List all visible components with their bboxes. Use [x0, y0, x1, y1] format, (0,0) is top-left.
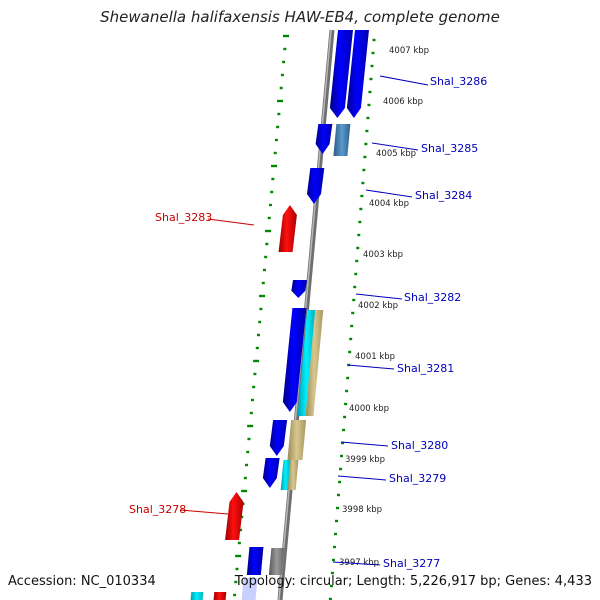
gene-label[interactable]: Shal_3284	[415, 189, 472, 202]
kbp-label: 4002 kbp	[358, 301, 398, 311]
gene-label[interactable]: Shal_3285	[421, 142, 478, 155]
gene-arrow-shal-3279	[262, 458, 280, 488]
gene-label[interactable]: Shal_3281	[397, 362, 454, 375]
gene-leader-line	[337, 475, 387, 481]
accession-text: Accession: NC_010334	[8, 574, 156, 589]
kbp-label: 4000 kbp	[349, 404, 389, 414]
gene-arrow-shal-3285	[315, 124, 333, 154]
gene-label[interactable]: Shal_3283	[155, 211, 212, 224]
map-title: Shewanella halifaxensis HAW-EB4, complet…	[100, 8, 500, 26]
gene-leader-line	[371, 142, 419, 151]
kbp-label: 4006 kbp	[383, 97, 423, 107]
gene-label[interactable]: Shal_3279	[389, 472, 446, 485]
kbp-label: 4004 kbp	[369, 199, 409, 209]
gene-leader-line	[379, 75, 429, 86]
feature-light-bottom	[241, 578, 258, 600]
gene-arrow-shal-3278	[225, 492, 244, 540]
feature-cyan-3279	[280, 460, 291, 490]
gene-leader-line	[347, 364, 395, 370]
kbp-label: 3999 kbp	[345, 455, 385, 465]
gene-leader-line	[365, 189, 413, 198]
gene-arrow-shal-3281	[282, 308, 307, 412]
gene-features	[190, 30, 369, 600]
feature-red-bottom	[213, 592, 227, 600]
gene-arrow-shal-3284	[306, 168, 325, 204]
gene-arrow-shal-3286	[329, 30, 353, 118]
topology-text: Topology: circular; Length: 5,226,917 bp…	[234, 574, 592, 589]
feature-cyan-3281	[297, 310, 316, 416]
gene-leader-line	[340, 441, 389, 447]
gene-arrow-shal-3280	[269, 420, 288, 456]
kbp-scale-labels: 4007 kbp 4006 kbp 4005 kbp 4004 kbp 4003 kbp…	[339, 46, 429, 568]
feature-cyan-bottom	[190, 592, 204, 600]
gene-label[interactable]: Shal_3278	[129, 503, 186, 516]
feature-khaki-3281	[305, 310, 324, 416]
gene-labels: Shal_3286 Shal_3285 Shal_3284 Shal_3282 Shal…	[129, 75, 487, 570]
feature-khaki-3279	[287, 460, 299, 490]
gene-arrow-shal-3286b	[346, 30, 369, 118]
gene-arrow-shal-3282	[291, 280, 307, 298]
kbp-label: 4001 kbp	[355, 352, 395, 362]
feature-khaki-3280	[287, 420, 307, 460]
gene-leader-line	[355, 293, 403, 300]
gene-leader-line	[207, 218, 255, 226]
kbp-label: 4003 kbp	[363, 250, 403, 260]
gene-leader-line	[179, 509, 229, 515]
kbp-label: 4007 kbp	[389, 46, 429, 56]
tick-marks	[233, 34, 376, 600]
gene-arrow-shal-3277	[246, 547, 264, 575]
gene-arrow-shal-3283	[278, 205, 297, 252]
gene-label[interactable]: Shal_3282	[404, 291, 461, 304]
feature-steel-3285	[333, 124, 351, 156]
gene-label[interactable]: Shal_3286	[430, 75, 487, 88]
feature-gray-3277	[268, 548, 285, 575]
kbp-label: 3998 kbp	[342, 505, 382, 515]
gene-label[interactable]: Shal_3280	[391, 439, 448, 452]
gene-leader-line	[332, 561, 381, 566]
kbp-label: 3997 kbp	[339, 558, 379, 568]
gene-label[interactable]: Shal_3277	[383, 557, 440, 570]
kbp-label: 4005 kbp	[376, 149, 416, 159]
